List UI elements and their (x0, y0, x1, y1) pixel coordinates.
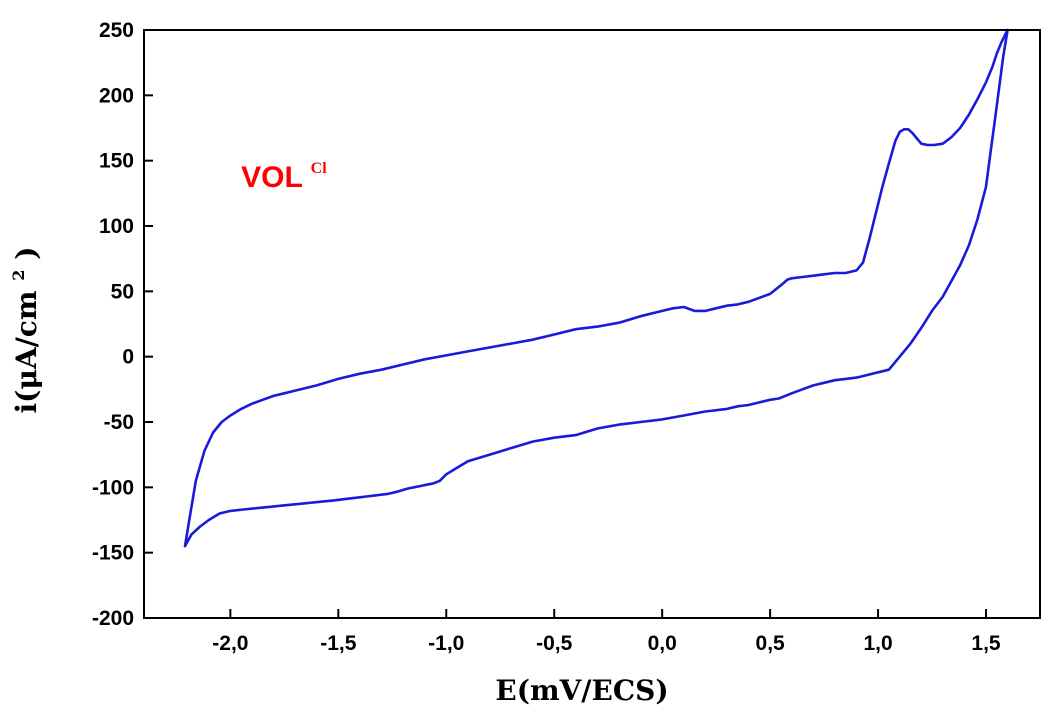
y-axis-title-close: ) (10, 247, 43, 260)
annotation-text: VOL (241, 161, 302, 194)
y-axis-title-superscript: 2 (9, 270, 28, 281)
y-tick-label: 0 (122, 346, 134, 369)
x-tick-label: -2,0 (212, 632, 248, 655)
x-tick-label: 1,5 (971, 632, 1001, 655)
y-tick-label: -100 (92, 476, 134, 499)
voltammogram-line (183, 28, 1009, 548)
sample-annotation: VOL Cl (241, 160, 327, 194)
x-tick-label: 0,5 (756, 632, 786, 655)
y-tick-label: 100 (99, 215, 134, 238)
x-tick-label: -1,0 (428, 632, 464, 655)
x-axis-title: E(mV/ECS) (495, 674, 668, 707)
x-tick-label: 1,0 (863, 632, 892, 655)
y-tick-label: -50 (104, 411, 134, 434)
x-tick-label: -0,5 (536, 632, 573, 655)
plot-frame (143, 29, 1041, 619)
plot-area (183, 28, 1009, 548)
y-tick-label: 250 (99, 19, 134, 42)
annotation-superscript: Cl (311, 160, 328, 177)
y-tick-label: -200 (92, 607, 134, 630)
y-tick-label: 200 (99, 84, 134, 107)
x-tick-label: -1,5 (320, 632, 357, 655)
y-axis-title-main: i(μA/cm (10, 290, 43, 413)
x-axis: -2,0 -1,5 -1,0 -0,5 0,0 0,5 1,0 1,5 (212, 609, 1001, 655)
x-tick-label: 0,0 (648, 632, 677, 655)
y-tick-label: 150 (99, 150, 134, 173)
y-tick-label: -150 (92, 542, 134, 565)
y-tick-label: 50 (111, 280, 134, 303)
y-axis: -200 -150 -100 -50 0 50 100 150 200 250 (92, 19, 153, 630)
y-axis-title: i(μA/cm 2 ) (0, 247, 43, 414)
